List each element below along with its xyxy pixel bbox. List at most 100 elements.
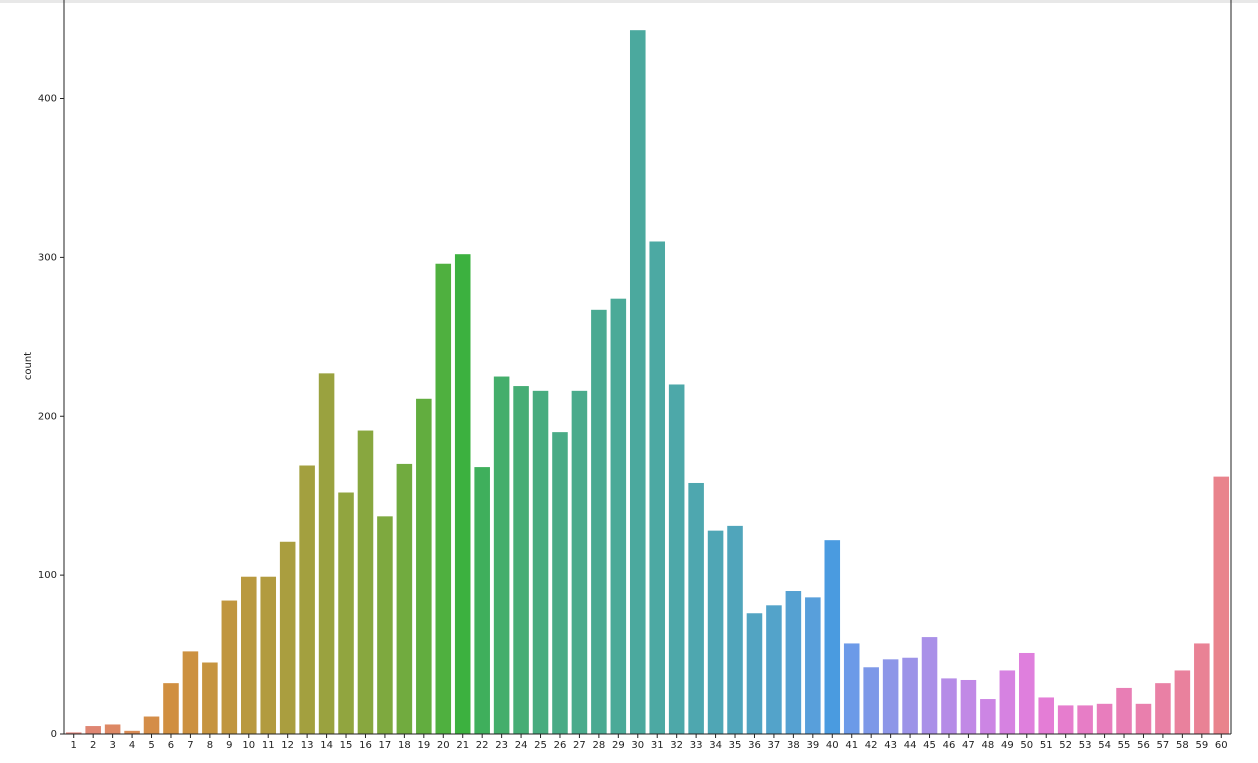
bar (143, 716, 160, 734)
x-tick-label: 36 (748, 740, 761, 751)
x-tick-label: 5 (148, 740, 154, 751)
x-tick-label: 6 (168, 740, 174, 751)
x-tick-label: 14 (320, 740, 333, 751)
bar (902, 657, 918, 734)
x-tick-label: 20 (437, 740, 450, 751)
bar (707, 530, 724, 734)
x-tick-label: 21 (456, 740, 469, 751)
bar (960, 679, 977, 734)
bar (921, 637, 938, 734)
bar (202, 662, 218, 734)
bar (1038, 697, 1055, 734)
bar (1194, 643, 1210, 734)
x-tick-label: 47 (962, 740, 975, 751)
x-tick-label: 50 (1020, 740, 1033, 751)
x-tick-label: 3 (109, 740, 115, 751)
bar (785, 591, 802, 734)
x-tick-label: 29 (612, 740, 625, 751)
x-tick-label: 35 (729, 740, 742, 751)
bar (882, 659, 899, 734)
x-tick-label: 17 (379, 740, 392, 751)
x-tick-label: 22 (476, 740, 489, 751)
x-tick-label: 24 (515, 740, 528, 751)
bar (999, 670, 1016, 734)
bar (318, 373, 335, 734)
bar (163, 683, 179, 734)
bar (357, 430, 374, 734)
x-tick-label: 4 (129, 740, 135, 751)
x-tick-label: 8 (207, 740, 213, 751)
x-tick-label: 44 (904, 740, 917, 751)
bar (1018, 652, 1035, 734)
bar (1174, 670, 1191, 734)
bar (941, 678, 957, 734)
x-tick-label: 56 (1137, 740, 1150, 751)
bar (1057, 705, 1074, 734)
x-tick-label: 30 (631, 740, 644, 751)
bar (416, 398, 432, 734)
x-tick-label: 1 (71, 740, 77, 751)
x-tick-label: 58 (1176, 740, 1189, 751)
x-tick-label: 32 (670, 740, 683, 751)
bar (688, 482, 704, 734)
x-tick-label: 55 (1118, 740, 1131, 751)
x-tick-label: 23 (495, 740, 508, 751)
bar (571, 390, 588, 734)
x-tick-label: 34 (709, 740, 722, 751)
bar (610, 298, 627, 734)
x-tick-label: 49 (1001, 740, 1014, 751)
x-tick-label: 33 (690, 740, 703, 751)
x-tick-label: 31 (651, 740, 664, 751)
x-tick-label: 42 (865, 740, 878, 751)
y-tick-label: 100 (38, 570, 57, 581)
x-tick-label: 57 (1157, 740, 1170, 751)
x-tick-label: 54 (1098, 740, 1111, 751)
bar (493, 376, 510, 734)
x-tick-label: 15 (340, 740, 353, 751)
y-tick-label: 300 (38, 252, 57, 263)
x-tick-label: 7 (187, 740, 193, 751)
x-tick-label: 28 (593, 740, 606, 751)
bar (104, 724, 121, 734)
bar (1096, 703, 1113, 734)
x-tick-label: 13 (301, 740, 314, 751)
bar (124, 730, 140, 734)
bar (65, 732, 82, 734)
bar (863, 667, 879, 734)
top-edge (0, 0, 1258, 3)
bar (513, 386, 529, 734)
x-tick-label: 45 (923, 740, 936, 751)
bar (980, 699, 996, 734)
bar (279, 541, 296, 734)
x-tick-label: 46 (943, 740, 956, 751)
y-tick-label: 400 (38, 94, 57, 105)
y-tick-label: 0 (51, 729, 57, 740)
bar (182, 651, 199, 734)
bar (805, 597, 821, 734)
x-tick-label: 2 (90, 740, 96, 751)
bar (377, 516, 393, 734)
bar (746, 613, 763, 734)
x-tick-label: 11 (262, 740, 275, 751)
x-tick-label: 48 (982, 740, 995, 751)
x-tick-label: 60 (1215, 740, 1228, 751)
y-tick-label: 200 (38, 411, 57, 422)
bar (1135, 703, 1152, 734)
x-tick-label: 16 (359, 740, 372, 751)
x-tick-label: 39 (806, 740, 819, 751)
bar (221, 600, 238, 734)
bar (1116, 687, 1132, 734)
x-tick-label: 26 (554, 740, 567, 751)
bar (454, 254, 471, 734)
x-tick-label: 59 (1195, 740, 1208, 751)
bar (1213, 476, 1230, 734)
x-tick-label: 18 (398, 740, 411, 751)
x-tick-label: 53 (1079, 740, 1092, 751)
bar (552, 432, 568, 734)
bar (824, 540, 841, 734)
bar (649, 241, 666, 734)
x-tick-label: 41 (845, 740, 858, 751)
x-tick-label: 9 (226, 740, 232, 751)
bar (474, 467, 490, 734)
